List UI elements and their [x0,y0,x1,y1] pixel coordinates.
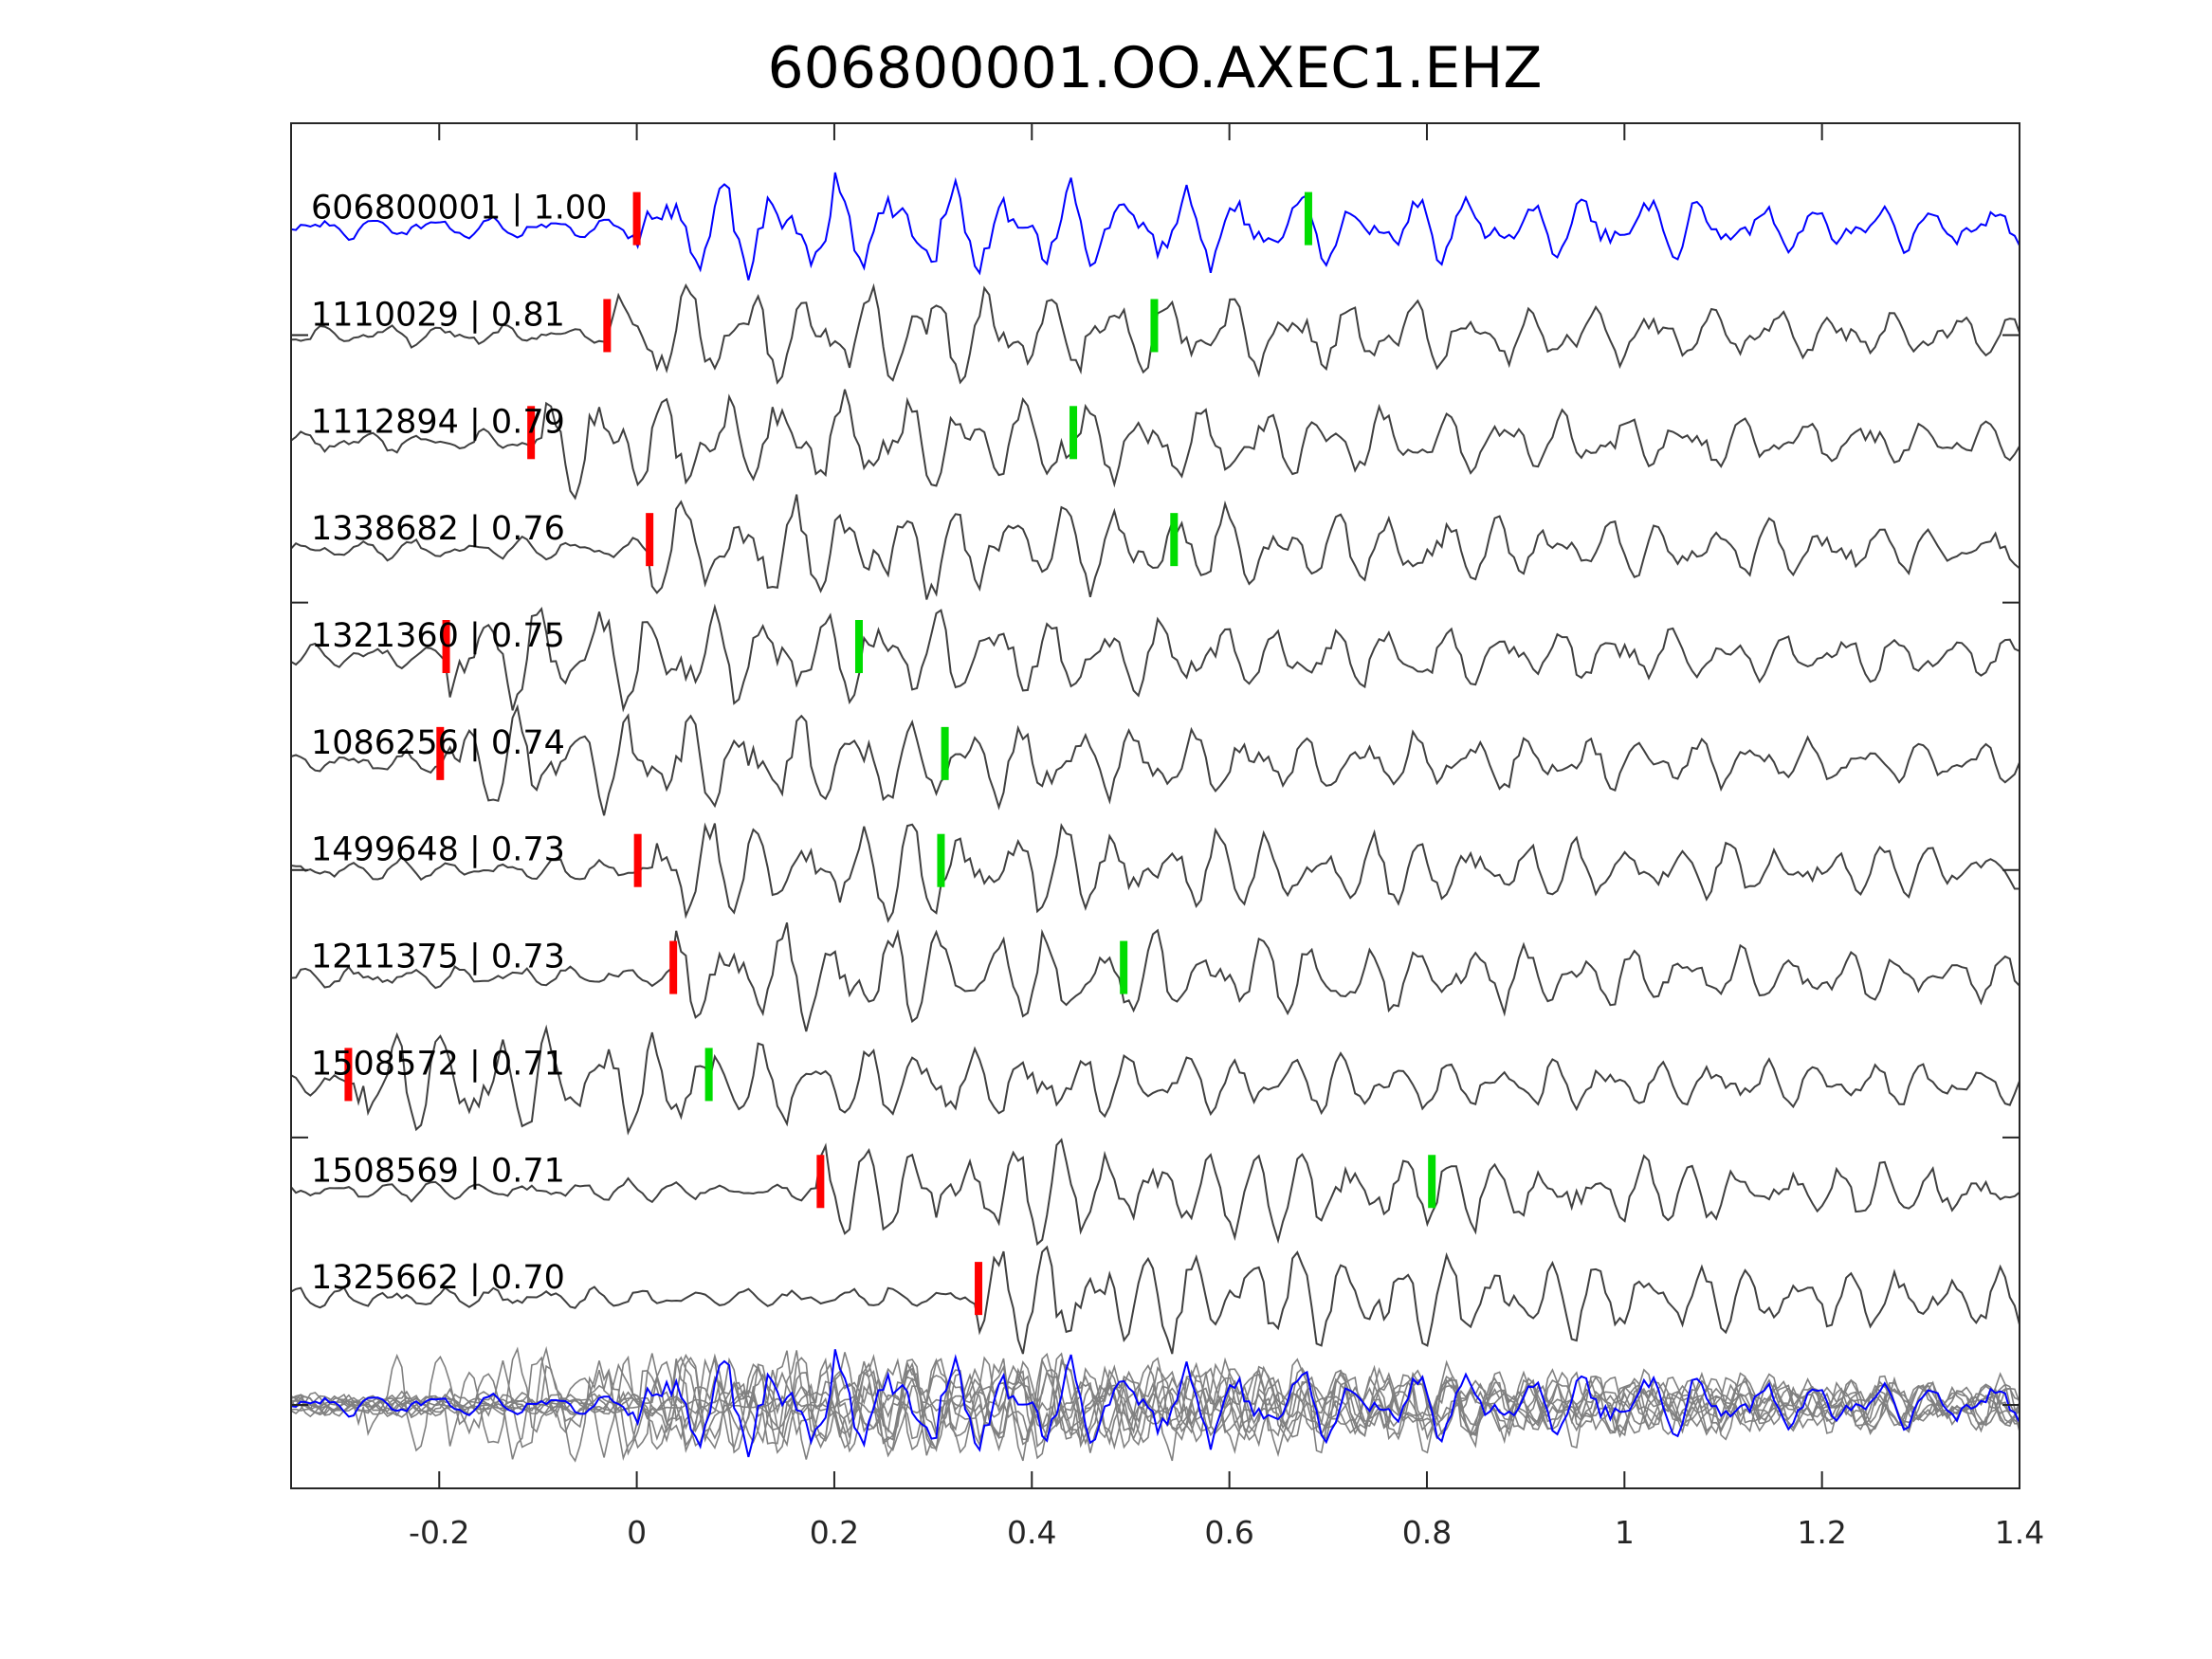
s-pick-marker [704,1048,713,1102]
trace-line [290,1245,2020,1355]
trace-label: 1338682 | 0.76 [311,510,565,548]
trace-label: 1110029 | 0.81 [311,296,565,334]
s-pick-marker [1120,940,1128,994]
p-pick-marker [816,1155,825,1209]
stack-reference-trace [290,1349,2020,1458]
reference-trace [290,172,2020,281]
p-pick-marker [603,299,612,353]
x-tick-label: 1.2 [1797,1514,1846,1551]
x-tick-label: 0 [627,1514,647,1551]
trace-labels: 606800001 | 1.00 1110029 | 0.81 1112894 | … [311,190,607,1298]
s-pick-marker [941,726,949,780]
trace-label: 1508572 | 0.71 [311,1045,565,1083]
x-tick-label: -0.2 [409,1514,469,1551]
trace-label: 1086256 | 0.74 [311,724,565,762]
trace-line [290,822,2020,923]
trace-label: 1325662 | 0.70 [311,1259,565,1297]
p-pick-marker [975,1262,983,1316]
trace-label: 1499648 | 0.73 [311,831,565,869]
p-pick-marker [646,513,654,567]
trace-line [290,703,2020,816]
s-pick-marker [937,833,945,887]
trace-label: 1508569 | 0.71 [311,1152,565,1190]
x-tick-label: 0.6 [1204,1514,1253,1551]
p-pick-marker [632,191,641,246]
trace-line [290,922,2020,1032]
p-pick-marker [669,940,678,994]
trace-line [290,603,2020,713]
p-pick-marker [344,1048,353,1102]
trace-label: 1211375 | 0.73 [311,939,565,976]
x-tick-label: 0.8 [1402,1514,1452,1551]
x-tick-label: 1 [1615,1514,1635,1551]
trace-label: 606800001 | 1.00 [311,190,607,228]
s-pick-marker [1428,1155,1436,1209]
stack-trace [290,1352,2020,1462]
x-tick-label: 0.4 [1007,1514,1056,1551]
s-pick-marker [1150,299,1159,353]
x-axis: -0.2 0 0.2 0.4 0.6 0.8 1 1.2 1.4 [409,123,2044,1551]
stack-trace [290,1346,2020,1458]
stack-trace [290,1345,2020,1456]
axes-frame [290,122,2020,1489]
x-tick-label: 1.4 [1995,1514,2044,1551]
trace-line [290,494,2020,600]
trace-line [290,1024,2020,1136]
trace-label: 1112894 | 0.79 [311,403,565,441]
stack-trace [290,1352,2020,1463]
s-pick-marker [1069,406,1078,460]
trace-line [290,1138,2020,1247]
trace-line [290,389,2020,501]
s-pick-marker [854,620,863,674]
p-pick-marker [442,620,450,674]
plot-area [290,172,2020,1463]
s-pick-marker [1170,513,1179,567]
chart-title: 606800001.OO.AXEC1.EHZ [767,35,1542,101]
s-pick-marker [1304,191,1312,246]
x-tick-label: 0.2 [810,1514,859,1551]
p-pick-marker [436,726,445,780]
p-pick-marker [633,833,642,887]
trace-label: 1321360 | 0.75 [311,617,565,655]
p-pick-marker [527,406,536,460]
y-axis [291,334,2020,1406]
